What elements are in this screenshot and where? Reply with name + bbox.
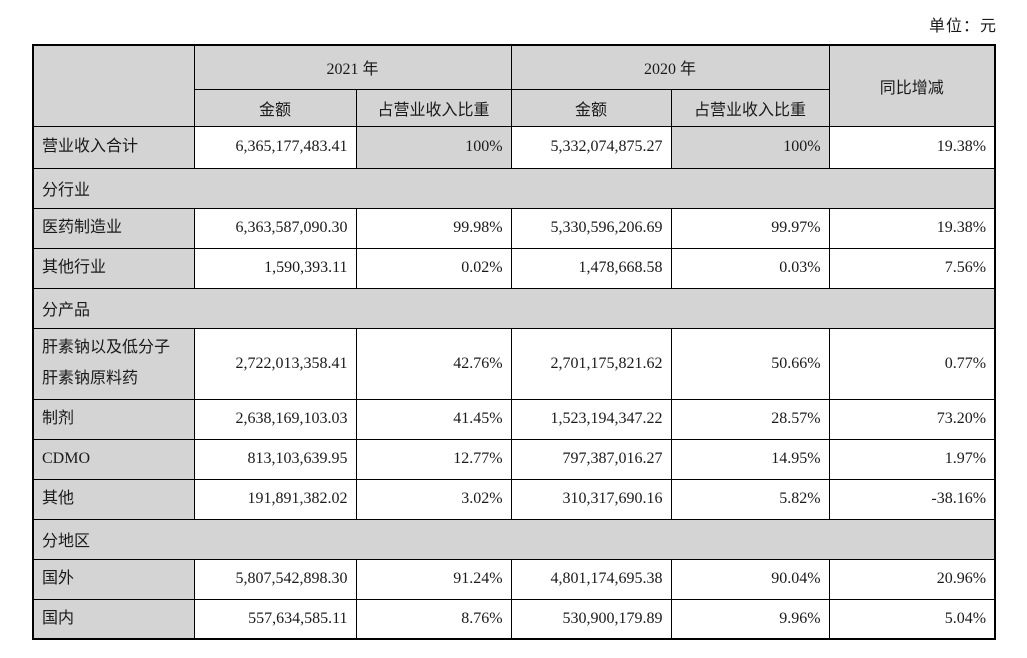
yoy-cell: 20.96% bbox=[828, 558, 996, 600]
yoy-cell: 1.97% bbox=[828, 438, 996, 480]
amount-2021-cell: 2,722,013,358.41 bbox=[193, 327, 357, 400]
row-label-cell: 其他 bbox=[32, 478, 195, 520]
row-label-cell: 肝素钠以及低分子肝素钠原料药 bbox=[32, 327, 195, 400]
row-label-cell: 医药制造业 bbox=[32, 207, 195, 249]
year-2021-header: 2021 年 bbox=[193, 44, 512, 90]
share-2020-cell: 99.97% bbox=[670, 207, 830, 249]
share-2020-header: 占营业收入比重 bbox=[670, 88, 830, 127]
section-row: 分行业 bbox=[32, 167, 996, 209]
share-2021-cell: 0.02% bbox=[355, 247, 512, 289]
table-header: 2021 年 2020 年 同比增减 金额 占营业收入比重 金额 占营业收入比重 bbox=[32, 44, 996, 127]
yoy-cell: 73.20% bbox=[828, 398, 996, 440]
yoy-cell: 0.77% bbox=[828, 327, 996, 400]
amount-2021-cell: 6,363,587,090.30 bbox=[193, 207, 357, 249]
unit-label: 单位：元 bbox=[928, 18, 997, 35]
row-label-cell: 营业收入合计 bbox=[32, 125, 195, 169]
yoy-cell: 19.38% bbox=[828, 207, 996, 249]
header-row-measures: 金额 占营业收入比重 金额 占营业收入比重 bbox=[33, 88, 995, 127]
amount-2021-cell: 813,103,639.95 bbox=[193, 438, 357, 480]
table-body: 营业收入合计 6,365,177,483.41 100% 5,332,074,875.… bbox=[32, 125, 996, 640]
share-2020-cell: 14.95% bbox=[670, 438, 830, 480]
yoy-cell: 7.56% bbox=[828, 247, 996, 289]
row-label-cell: 制剂 bbox=[32, 398, 195, 440]
amount-2021-cell: 6,365,177,483.41 bbox=[193, 125, 357, 169]
corner-empty-cell bbox=[32, 44, 195, 127]
share-2021-cell: 91.24% bbox=[355, 558, 512, 600]
share-2021-cell: 99.98% bbox=[355, 207, 512, 249]
amount-2021-cell: 2,638,169,103.03 bbox=[193, 398, 357, 440]
section-label: 分行业 bbox=[32, 167, 996, 209]
yoy-cell: -38.16% bbox=[828, 478, 996, 520]
row-label-cell: 国外 bbox=[32, 558, 195, 600]
table-row: 国内 557,634,585.11 8.76% 530,900,179.89 9.96%… bbox=[32, 598, 996, 640]
row-label-cell: 国内 bbox=[32, 598, 195, 640]
table-row: 肝素钠以及低分子肝素钠原料药 2,722,013,358.41 42.76% 2,70… bbox=[32, 327, 996, 400]
revenue-breakdown-table: 2021 年 2020 年 同比增减 金额 占营业收入比重 金额 占营业收入比重… bbox=[32, 44, 997, 640]
amount-2021-cell: 1,590,393.11 bbox=[193, 247, 357, 289]
section-row: 分地区 bbox=[32, 518, 996, 560]
table-row: 国外 5,807,542,898.30 91.24% 4,801,174,695.38… bbox=[32, 558, 996, 600]
yoy-header: 同比增减 bbox=[828, 44, 996, 127]
share-2021-header: 占营业收入比重 bbox=[355, 88, 512, 127]
year-2020-header: 2020 年 bbox=[510, 44, 830, 90]
share-2020-cell: 100% bbox=[670, 125, 830, 169]
share-2021-cell: 100% bbox=[355, 125, 512, 169]
table-row: 医药制造业 6,363,587,090.30 99.98% 5,330,596,206… bbox=[32, 207, 996, 249]
amount-2021-cell: 191,891,382.02 bbox=[193, 478, 357, 520]
row-label-cell: 其他行业 bbox=[32, 247, 195, 289]
row-label-cell: CDMO bbox=[32, 438, 195, 480]
table-row: 其他 191,891,382.02 3.02% 310,317,690.16 5.82%… bbox=[32, 478, 996, 520]
share-2020-cell: 5.82% bbox=[670, 478, 830, 520]
share-2021-cell: 3.02% bbox=[355, 478, 512, 520]
yoy-cell: 5.04% bbox=[828, 598, 996, 640]
share-2020-cell: 28.57% bbox=[670, 398, 830, 440]
yoy-cell: 19.38% bbox=[828, 125, 996, 169]
amount-2021-cell: 557,634,585.11 bbox=[193, 598, 357, 640]
share-2020-cell: 0.03% bbox=[670, 247, 830, 289]
header-row-years: 2021 年 2020 年 同比增减 bbox=[32, 44, 996, 127]
amount-2020-cell: 530,900,179.89 bbox=[510, 598, 672, 640]
table-row: 制剂 2,638,169,103.03 41.45% 1,523,194,347.22… bbox=[32, 398, 996, 440]
share-2021-cell: 42.76% bbox=[355, 327, 512, 400]
amount-2020-cell: 5,332,074,875.27 bbox=[510, 125, 672, 169]
amount-2020-header: 金额 bbox=[510, 88, 672, 127]
amount-2021-header: 金额 bbox=[193, 88, 357, 127]
amount-2020-cell: 1,523,194,347.22 bbox=[510, 398, 672, 440]
share-2020-cell: 90.04% bbox=[670, 558, 830, 600]
amount-2020-cell: 2,701,175,821.62 bbox=[510, 327, 672, 400]
share-2021-cell: 12.77% bbox=[355, 438, 512, 480]
section-label: 分地区 bbox=[32, 518, 996, 560]
share-2020-cell: 9.96% bbox=[670, 598, 830, 640]
table-row: 营业收入合计 6,365,177,483.41 100% 5,332,074,875.… bbox=[32, 125, 996, 169]
share-2020-cell: 50.66% bbox=[670, 327, 830, 400]
table-row: 其他行业 1,590,393.11 0.02% 1,478,668.58 0.03% 7.… bbox=[32, 247, 996, 289]
amount-2020-cell: 310,317,690.16 bbox=[510, 478, 672, 520]
section-label: 分产品 bbox=[32, 287, 996, 329]
amount-2020-cell: 4,801,174,695.38 bbox=[510, 558, 672, 600]
share-2021-cell: 41.45% bbox=[355, 398, 512, 440]
share-2021-cell: 8.76% bbox=[355, 598, 512, 640]
section-row: 分产品 bbox=[32, 287, 996, 329]
amount-2020-cell: 5,330,596,206.69 bbox=[510, 207, 672, 249]
amount-2021-cell: 5,807,542,898.30 bbox=[193, 558, 357, 600]
amount-2020-cell: 797,387,016.27 bbox=[510, 438, 672, 480]
amount-2020-cell: 1,478,668.58 bbox=[510, 247, 672, 289]
table-row: CDMO 813,103,639.95 12.77% 797,387,016.27 14… bbox=[32, 438, 996, 480]
